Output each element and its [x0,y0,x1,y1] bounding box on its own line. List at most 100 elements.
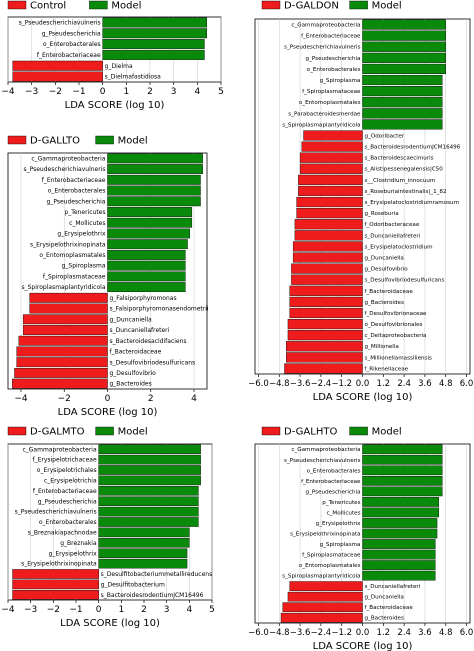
bar [292,241,363,252]
bar [107,196,201,207]
bar-label: p_Tenericutes [322,500,360,506]
bar-label: f_Erysipelotrichaceae [32,457,96,464]
bar-label: g_Spiroplasma [62,263,106,270]
bar-label: g_Odoribacter [365,133,405,139]
bar-label: c_Gammaproteobacteria [22,446,96,453]
legend-label-model: Model [372,427,402,438]
bar [14,367,108,378]
bar [12,71,103,82]
bar [362,86,443,97]
bar [98,548,188,558]
bar [98,486,199,496]
x-tick-label: 1.2 [377,379,391,389]
bar [107,185,201,196]
lda-panel-4: −4 −3 −2 −1 0 1 2 3 4 5 c_Gammaproteobacteria f_Ery… [1,427,215,630]
bar [107,174,201,185]
bar [12,579,99,590]
bar [362,549,436,560]
bar-label: s_Desulfovibriodesulfuricans [110,359,196,366]
bar [22,325,108,335]
bar [362,570,436,581]
bar [98,444,201,454]
x-tick-label: 2 [148,394,154,404]
bar-label: s_Parabacteroidesmerdae [288,111,361,117]
bar-label: c_Mollicutes [69,220,105,227]
bar-label: f_Spiroplasmataceae [43,273,106,280]
bar-label: f_Bacteroidaceae [365,289,414,295]
bar-label: c_Gammaproteobacteria [291,23,360,29]
bar-label: f_Enterobacteriaceae [42,177,106,184]
bar [298,174,363,185]
bar-label: g_Pseudescherichia [38,498,97,505]
bar [107,282,186,293]
x-tick-label: −1.2 [331,628,352,638]
x-axis-label: LDA SCORE (log 10) [65,100,165,111]
bar-label: s_Pseudescherichiavulneris [19,20,101,27]
bar [362,41,446,52]
bar-label: s_Erysipelatoclostridiumramosum [365,200,460,206]
bar-label: s_Pseudescherichiavulneris [23,166,105,173]
bar-label: g_Breznakia [60,540,97,547]
bar-label: g_Erysipelothrix [49,550,98,557]
bar [286,352,363,363]
bar [303,130,363,141]
x-tick-label: 0 [96,605,102,615]
legend: D-GALHTO Model [261,426,402,438]
bar [16,357,108,368]
x-tick-label: −4.8 [269,628,290,638]
bar-label: s_Dielmafastidiosa [105,74,161,81]
bar-label: g_Falsiporphyromonas [110,295,177,302]
bar-label: g_Erysipelothrix [57,231,106,238]
bar [294,219,363,230]
bar [362,30,446,41]
x-tick-label: 6.0 [460,628,474,638]
bar [98,538,190,548]
bar [362,119,443,130]
bar [362,486,443,497]
bar-label: o_Entomoplasmatales [39,252,105,259]
bar [362,74,443,86]
bar-label: g_Spiroplasma [320,542,361,548]
legend: Control Model [7,0,141,12]
legend: D-GALLTO Model [7,136,148,147]
bar-label: c_Deltaproteobacteria [365,333,427,339]
x-tick-label: 4.8 [439,628,453,638]
bar [362,497,439,507]
bar [107,153,203,164]
bar-label: g_Desulfovibrio [365,267,409,273]
legend: D-GALMTO Model [7,427,148,438]
bar-label: g_Spiroplasma [320,78,361,84]
bar [98,475,201,486]
bar [102,28,207,39]
bar [102,49,205,60]
bar-label: f_Bacteroidaceae [365,605,414,611]
bar [299,152,363,163]
bar [287,330,363,341]
legend-swatch-group [261,0,281,10]
x-axis-label: LDA SCORE (log 10) [60,618,160,629]
bar-label: f_Odoribacteraceae [365,222,420,228]
bar [362,97,443,108]
bar [287,591,363,602]
legend-swatch-group [261,426,281,436]
x-tick-label: 3.6 [418,379,432,389]
x-tick-label: 3.6 [418,628,432,638]
bar [18,335,108,346]
bar-label: g_Desulfitobacterium [101,582,165,589]
legend-swatch-model [89,0,108,10]
bar-label: f_Enterobacteriaceae [301,479,361,485]
x-tick-label: 4 [186,605,192,615]
bar-label: s_Duncaniellafreteri [365,584,421,590]
bar-label: s__Clostridium_innocuum [365,178,436,184]
bar-label: o_Enterobacterales [43,41,101,48]
bar-label: g_Bacteroides [110,381,152,388]
bar-label: g_Dielma [105,63,133,70]
bar [291,263,363,274]
legend-label-group: D-GALLTO [30,136,80,147]
x-tick-label: 0.0 [356,628,370,638]
bar-label: s_Duncaniellafreteri [110,327,170,334]
bar-label: s_Breznakiapachnodae [28,530,97,537]
legend-swatch-model [349,426,368,436]
bar-label: c_Gammaproteobacteria [291,447,360,453]
